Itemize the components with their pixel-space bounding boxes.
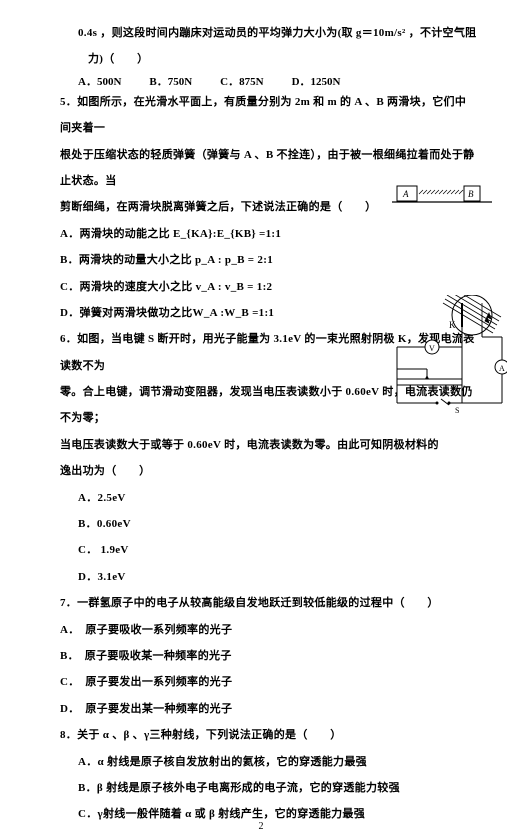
svg-text:K: K	[449, 320, 456, 330]
q7-opt-a: A． 原子要吸收一系列频率的光子	[60, 617, 477, 643]
svg-text:V: V	[429, 344, 435, 353]
q8-opt-a: A．α 射线是原子核自发放射出的氦核，它的穿透能力最强	[60, 749, 477, 775]
q5-figure: A B	[392, 172, 492, 212]
q6-stem4: 逸出功为（ ）	[60, 458, 477, 484]
q8-opt-b: B．β 射线是原子核外电子电离形成的电子流，它的穿透能力较强	[60, 775, 477, 801]
q8-stem: 8．关于 α 、β 、γ三种射线，下列说法正确的是（ ）	[60, 722, 477, 748]
q6-stem3: 当电压表读数大于或等于 0.60eV 时，电流表读数为零。由此可知阴极材料的	[60, 432, 477, 458]
q8-opt-c: C．γ射线一般伴随着 α 或 β 射线产生，它的穿透能力最强	[60, 801, 477, 827]
svg-text:A: A	[402, 189, 409, 199]
q6-opt-b: B．0.60eV	[60, 511, 477, 537]
q5-opt-b: B．两滑块的动量大小之比 p_A : p_B = 2:1	[60, 247, 477, 273]
q4-line2: 力)（ ）	[60, 46, 477, 72]
q7-opt-c: C． 原子要发出一系列频率的光子	[60, 669, 477, 695]
q4-line1: 0.4s ，则这段时间内蹦床对运动员的平均弹力大小为(取 g＝10m/s² ，不…	[60, 20, 477, 46]
q6-opt-c: C． 1.9eV	[60, 537, 477, 563]
q7-opt-d: D． 原子要发出某一种频率的光子	[60, 696, 477, 722]
q4-opt-c: C．875N	[220, 73, 263, 89]
q7-stem: 7．一群氢原子中的电子从较高能级自发地跃迁到较低能级的过程中（ ）	[60, 590, 477, 616]
svg-text:B: B	[468, 189, 474, 199]
q5-opt-a: A．两滑块的动能之比 E_{KA}:E_{KB} =1:1	[60, 221, 477, 247]
q6-figure: K A S V	[377, 295, 507, 415]
q4-opt-b: B．750N	[149, 73, 192, 89]
q6-opt-d: D．3.1eV	[60, 564, 477, 590]
q5-stem1: 5．如图所示，在光滑水平面上，有质量分别为 2m 和 m 的 A 、B 两滑块，…	[60, 89, 477, 142]
page-number: 2	[259, 821, 264, 832]
q7-opt-b: B． 原子要吸收某一种频率的光子	[60, 643, 477, 669]
q4-options: A．500N B．750N C．875N D．1250N	[60, 73, 477, 89]
q4-opt-d: D．1250N	[292, 73, 341, 89]
svg-text:A: A	[499, 364, 505, 373]
q6-opt-a: A．2.5eV	[60, 485, 477, 511]
svg-text:S: S	[455, 406, 459, 415]
q4-opt-a: A．500N	[78, 73, 121, 89]
